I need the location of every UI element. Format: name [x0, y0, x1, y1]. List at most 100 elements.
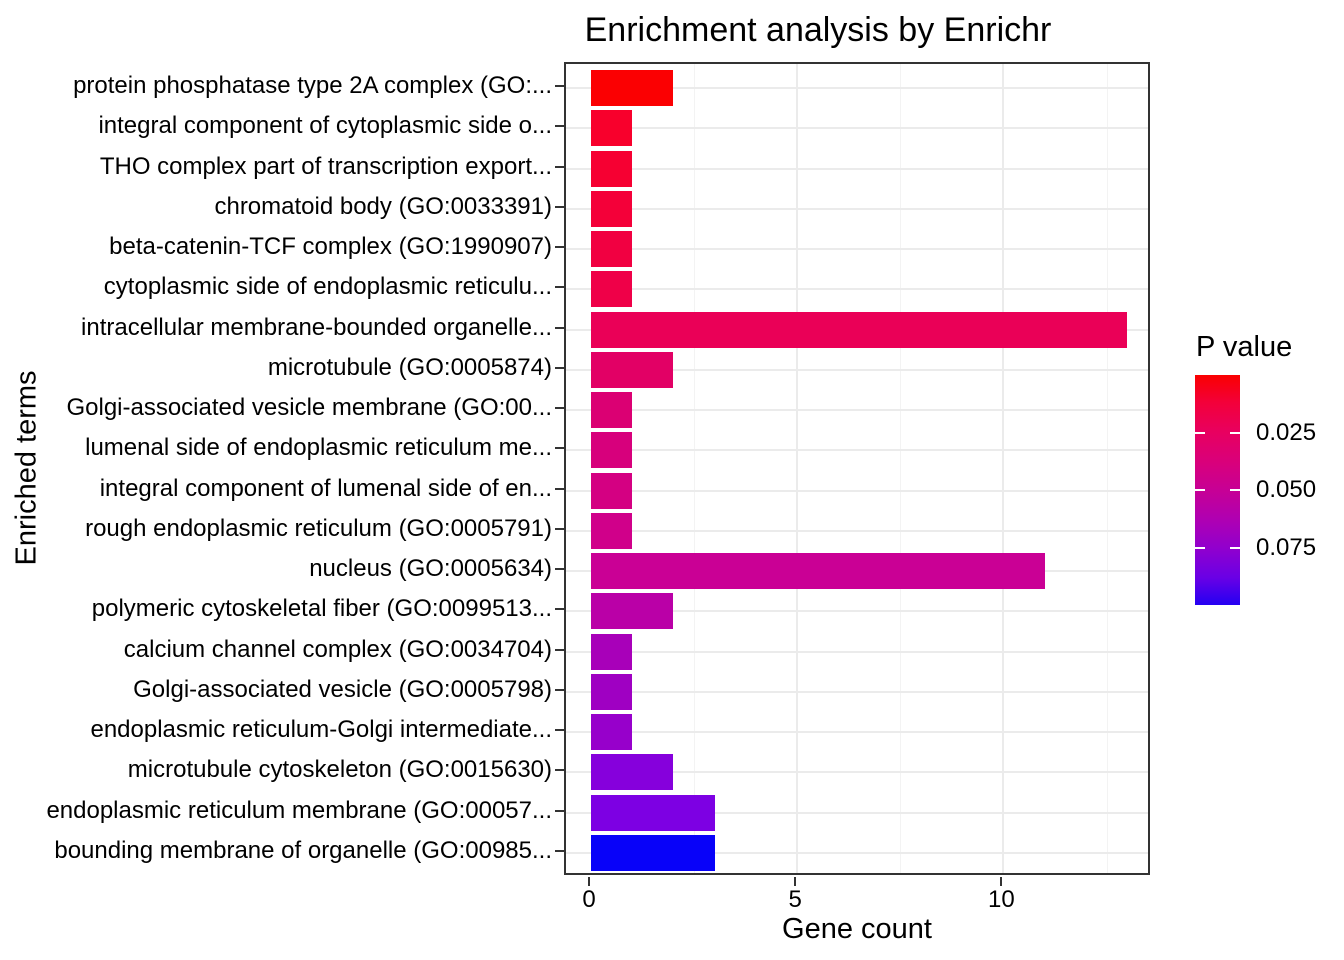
- bar: [591, 70, 674, 107]
- y-tick-mark: [555, 809, 564, 812]
- y-tick-mark: [555, 487, 564, 490]
- legend-tick-mark: [1230, 489, 1240, 491]
- category-label: nucleus (GO:0005634): [309, 555, 552, 583]
- major-gridline: [566, 368, 1148, 371]
- category-label: Golgi-associated vesicle membrane (GO:00…: [66, 394, 552, 422]
- minor-gridline: [1106, 64, 1108, 873]
- major-gridline: [566, 288, 1148, 291]
- plot-panel: [564, 62, 1150, 875]
- bar: [591, 110, 633, 147]
- bar: [591, 472, 633, 509]
- y-tick-mark: [555, 205, 564, 208]
- category-label: Golgi-associated vesicle (GO:0005798): [133, 675, 552, 703]
- major-gridline: [566, 409, 1148, 412]
- category-label: microtubule cytoskeleton (GO:0015630): [127, 756, 552, 784]
- y-tick-mark: [555, 246, 564, 249]
- major-gridline: [566, 811, 1148, 814]
- y-tick-mark: [555, 769, 564, 772]
- category-label: integral component of cytoplasmic side o…: [98, 112, 552, 140]
- y-tick-mark: [555, 447, 564, 450]
- major-gridline: [796, 64, 799, 873]
- x-tick-mark: [794, 877, 797, 886]
- bar: [591, 714, 633, 751]
- category-label: chromatoid body (GO:0033391): [214, 192, 552, 220]
- minor-gridline: [694, 64, 696, 873]
- legend-title: P value: [1196, 331, 1293, 363]
- major-gridline: [566, 207, 1148, 210]
- x-axis-title: Gene count: [782, 913, 932, 945]
- category-label: endoplasmic reticulum-Golgi intermediate…: [90, 716, 552, 744]
- bar: [591, 392, 633, 429]
- major-gridline: [566, 771, 1148, 774]
- major-gridline: [566, 167, 1148, 170]
- major-gridline: [566, 610, 1148, 613]
- major-gridline: [566, 650, 1148, 653]
- y-tick-mark: [555, 568, 564, 571]
- legend-tick-label: 0.075: [1256, 533, 1317, 561]
- bar: [591, 673, 633, 710]
- y-tick-mark: [555, 608, 564, 611]
- bar: [591, 190, 633, 227]
- category-label: calcium channel complex (GO:0034704): [123, 635, 552, 663]
- legend-tick-mark: [1230, 546, 1240, 549]
- legend-tick-mark: [1195, 546, 1205, 549]
- bar: [591, 512, 633, 549]
- category-label: integral component of lumenal side of en…: [99, 474, 552, 502]
- minor-gridline: [900, 64, 902, 873]
- y-tick-mark: [555, 849, 564, 852]
- major-gridline: [566, 87, 1148, 90]
- category-label: protein phosphatase type 2A complex (GO:…: [73, 72, 552, 100]
- bar: [591, 150, 633, 187]
- x-tick-label: 0: [582, 886, 596, 913]
- category-label: intracellular membrane-bounded organelle…: [81, 313, 552, 341]
- y-tick-mark: [555, 729, 564, 732]
- x-tick-mark: [588, 877, 590, 886]
- y-tick-mark: [555, 407, 564, 410]
- legend-tick-label: 0.025: [1256, 418, 1317, 446]
- major-gridline: [1002, 64, 1005, 873]
- y-tick-mark: [555, 165, 564, 168]
- y-axis-labels: protein phosphatase type 2A complex (GO:…: [0, 62, 552, 875]
- bar: [591, 834, 715, 871]
- major-gridline: [566, 529, 1148, 532]
- x-tick-label: 10: [988, 886, 1015, 913]
- major-gridline: [566, 489, 1148, 492]
- y-tick-mark: [555, 85, 564, 88]
- bar: [591, 553, 1045, 590]
- y-tick-mark: [555, 366, 564, 369]
- bar: [591, 593, 674, 630]
- y-tick-mark: [555, 688, 564, 691]
- category-label: THO complex part of transcription export…: [99, 152, 552, 180]
- bar: [591, 351, 674, 388]
- major-gridline: [566, 731, 1148, 734]
- legend-tick-mark: [1230, 431, 1240, 434]
- chart-title: Enrichment analysis by Enrichr: [584, 11, 1052, 49]
- major-gridline: [566, 690, 1148, 693]
- bar: [591, 794, 715, 831]
- category-label: rough endoplasmic reticulum (GO:0005791): [85, 514, 552, 542]
- y-tick-mark: [555, 286, 564, 289]
- bar: [591, 633, 633, 670]
- major-gridline: [566, 248, 1148, 251]
- bar: [591, 311, 1128, 348]
- category-label: microtubule (GO:0005874): [267, 353, 552, 381]
- y-tick-mark: [555, 326, 564, 329]
- bar: [591, 432, 633, 469]
- y-tick-mark: [555, 125, 564, 128]
- y-tick-mark: [555, 527, 564, 530]
- category-label: endoplasmic reticulum membrane (GO:00057…: [46, 796, 552, 824]
- x-tick-mark: [1000, 877, 1003, 886]
- category-label: polymeric cytoskeletal fiber (GO:0099513…: [91, 595, 552, 623]
- category-label: beta-catenin-TCF complex (GO:1990907): [109, 233, 552, 261]
- category-label: cytoplasmic side of endoplasmic reticulu…: [103, 273, 552, 301]
- x-tick-label: 5: [788, 886, 802, 913]
- y-tick-mark: [555, 648, 564, 651]
- legend-tick-label: 0.050: [1256, 476, 1317, 503]
- major-gridline: [566, 127, 1148, 130]
- bar: [591, 754, 674, 791]
- major-gridline: [566, 449, 1148, 452]
- bar: [591, 271, 633, 308]
- category-label: lumenal side of endoplasmic reticulum me…: [85, 434, 552, 462]
- category-label: bounding membrane of organelle (GO:00985…: [54, 836, 552, 864]
